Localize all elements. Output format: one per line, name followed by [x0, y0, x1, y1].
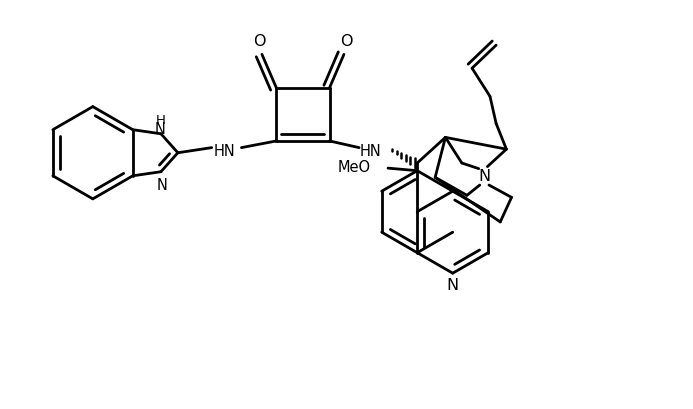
Text: HN: HN — [213, 143, 236, 158]
Text: N: N — [447, 277, 459, 292]
Text: N: N — [155, 121, 166, 136]
Text: N: N — [157, 178, 168, 193]
Text: N: N — [479, 169, 491, 184]
Text: MeO: MeO — [338, 159, 371, 174]
Text: O: O — [340, 34, 353, 48]
Text: H: H — [156, 114, 166, 127]
Text: O: O — [253, 34, 265, 48]
Text: HN: HN — [360, 143, 382, 158]
